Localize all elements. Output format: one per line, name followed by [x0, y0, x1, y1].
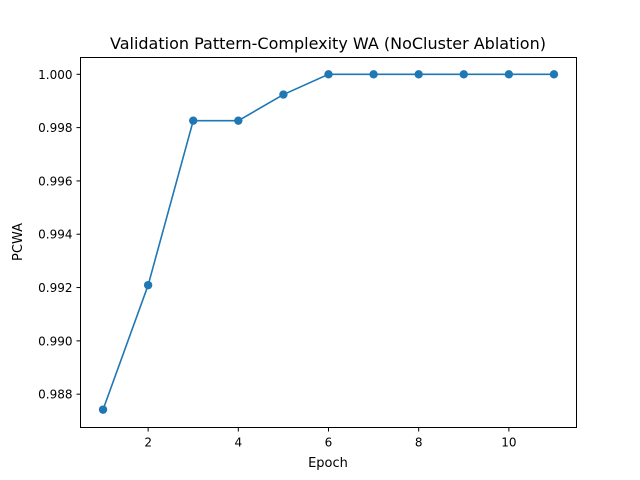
chart-title: Validation Pattern-Complexity WA (NoClus…	[110, 34, 546, 53]
data-point	[549, 70, 559, 79]
x-tick-label: 8	[415, 436, 423, 450]
data-point	[189, 116, 198, 125]
x-tick-label: 4	[234, 436, 242, 450]
plot-series	[98, 70, 559, 414]
y-tick-label: 1.000	[38, 68, 72, 82]
y-axis-label: PCWA	[11, 223, 26, 261]
data-point	[369, 70, 378, 79]
data-point	[459, 70, 468, 79]
x-tick-label: 6	[325, 436, 333, 450]
x-tick-label: 2	[144, 436, 152, 450]
data-point	[98, 405, 108, 414]
plot-frame	[80, 57, 577, 428]
y-axis: 0.988 0.990 0.992 0.994 0.996 0.998 1.000	[38, 68, 81, 402]
data-point	[504, 70, 514, 79]
y-tick-label: 0.990	[38, 334, 72, 348]
data-point	[234, 116, 243, 125]
y-tick-label: 0.998	[38, 121, 72, 135]
y-tick-label: 0.996	[38, 174, 72, 188]
y-tick-label: 0.994	[38, 228, 72, 242]
data-point	[414, 70, 423, 79]
data-point	[279, 90, 288, 99]
series-line	[102, 73, 554, 410]
y-tick-label: 0.988	[38, 388, 72, 402]
y-tick-label: 0.992	[38, 281, 72, 295]
data-point	[143, 280, 153, 290]
x-axis-label: Epoch	[308, 456, 348, 471]
x-tick-label: 10	[501, 436, 516, 450]
x-axis: 2 4 6 8 10	[144, 427, 517, 450]
data-point	[324, 70, 333, 79]
